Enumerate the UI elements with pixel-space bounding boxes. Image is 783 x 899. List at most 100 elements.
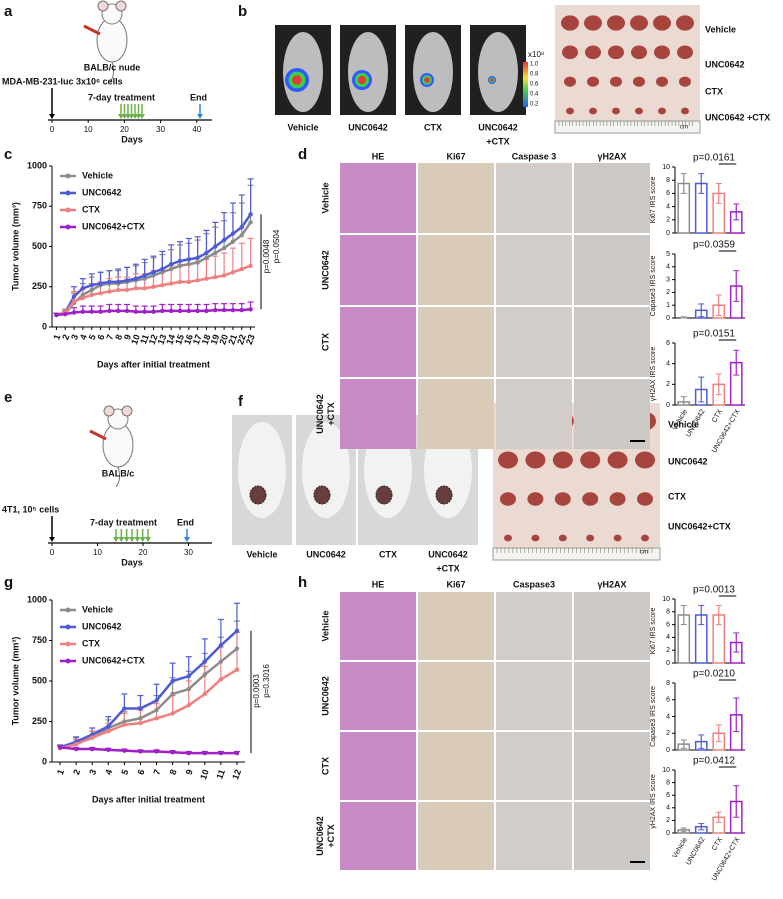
y-tick-label: 6: [666, 621, 670, 628]
x-tick-label: 11: [214, 768, 227, 780]
label: UNC0642 +CTX: [705, 112, 770, 122]
label: 7-day treatment: [88, 92, 155, 102]
panel-letter: a: [4, 3, 13, 20]
label: cm: [640, 550, 648, 556]
label: +CTX: [326, 824, 336, 847]
series-line: [59, 746, 237, 755]
label: x10⁸: [528, 50, 544, 59]
y-tick-label: 0: [666, 315, 670, 322]
label: 4T1, 10⁵ cells: [2, 504, 59, 514]
tumor: [609, 492, 626, 506]
point: [239, 224, 244, 230]
y-tick-label: 2: [666, 217, 670, 224]
label: End: [177, 517, 194, 527]
legend-label: CTX: [82, 638, 100, 648]
point: [221, 273, 227, 278]
point: [142, 286, 147, 291]
point: [202, 691, 207, 697]
y-tick-label: 0: [42, 756, 47, 766]
point: [230, 307, 236, 313]
tick-label: 20: [139, 548, 148, 557]
x-tick-label: 9: [122, 333, 133, 341]
point: [221, 307, 227, 313]
y-axis-label: γH2AX IRS score: [650, 347, 657, 402]
tumor: [587, 76, 599, 87]
label: HE: [372, 579, 385, 589]
x-axis-label: Days after initial treatment: [92, 794, 205, 804]
point: [195, 255, 200, 260]
tick-label: 20: [120, 125, 129, 134]
panel-letter: h: [298, 574, 307, 591]
tissue-image: [418, 732, 494, 800]
legend-marker: [65, 173, 71, 179]
label: Ki67: [446, 579, 465, 589]
point: [160, 270, 165, 275]
y-tick-label: 10: [662, 767, 670, 774]
label: HE: [372, 151, 385, 161]
tissue-image: [418, 802, 494, 870]
x-tick-label: 8: [168, 768, 179, 776]
point: [234, 628, 240, 633]
point: [230, 239, 236, 244]
mouse-tail: [115, 466, 121, 488]
tick-label: 10: [84, 125, 93, 134]
arrow-head: [49, 114, 55, 119]
tissue-image: [340, 662, 416, 730]
tick-label: 0.8: [530, 72, 539, 78]
point: [71, 294, 77, 299]
tumor: [525, 451, 546, 469]
y-tick-label: 2: [666, 381, 670, 388]
tumor: [653, 15, 671, 31]
point: [234, 646, 240, 651]
tissue-image: [574, 592, 650, 660]
y-tick-label: 4: [666, 634, 670, 641]
point: [124, 287, 130, 293]
tissue-image: [574, 163, 650, 233]
panel-letter: c: [4, 146, 12, 163]
mouse-tail: [109, 61, 115, 83]
y-tick-label: 6: [666, 697, 670, 704]
label: Vehicle: [668, 419, 699, 429]
p-value: p=0.0412: [693, 756, 735, 767]
point: [213, 244, 218, 249]
tissue-image: [340, 379, 416, 449]
point: [168, 308, 174, 314]
legend-marker: [65, 624, 71, 630]
x-tick-label: 10: [129, 333, 142, 346]
label: UNC0642: [348, 122, 388, 132]
point: [151, 273, 156, 278]
x-tick-label: 16: [182, 333, 195, 346]
point: [234, 667, 240, 672]
mouse-ear: [121, 405, 133, 417]
tumor: [677, 45, 693, 60]
point: [195, 278, 200, 283]
point: [98, 309, 103, 314]
tissue-image: [496, 662, 572, 730]
y-axis-label: Tumor volume (mm³): [10, 202, 20, 291]
point: [73, 746, 79, 752]
label: cm: [680, 125, 688, 131]
label: UNC0642: [306, 549, 346, 559]
point: [133, 286, 139, 291]
panel-letter: f: [238, 393, 244, 410]
point: [133, 276, 139, 281]
label: UNC0642: [315, 394, 325, 434]
label: Days: [121, 557, 143, 567]
point: [80, 309, 86, 314]
label: CTX: [668, 491, 686, 501]
tissue-image: [574, 802, 650, 870]
point: [186, 673, 191, 679]
x-tick-label: CTX: [711, 836, 724, 852]
y-tick-label: 8: [666, 609, 670, 616]
x-tick-label: 22: [235, 333, 248, 346]
tissue-image: [496, 163, 572, 233]
point: [218, 659, 224, 664]
tick-label: 30: [156, 125, 165, 134]
y-axis-label: Ki67 IRS score: [650, 608, 657, 655]
signal: [424, 77, 430, 83]
label: +CTX: [326, 402, 336, 425]
y-tick-label: 1: [666, 302, 670, 309]
mouse-ear: [97, 0, 109, 12]
x-tick-label: 12: [230, 768, 243, 781]
tissue-image: [340, 592, 416, 660]
